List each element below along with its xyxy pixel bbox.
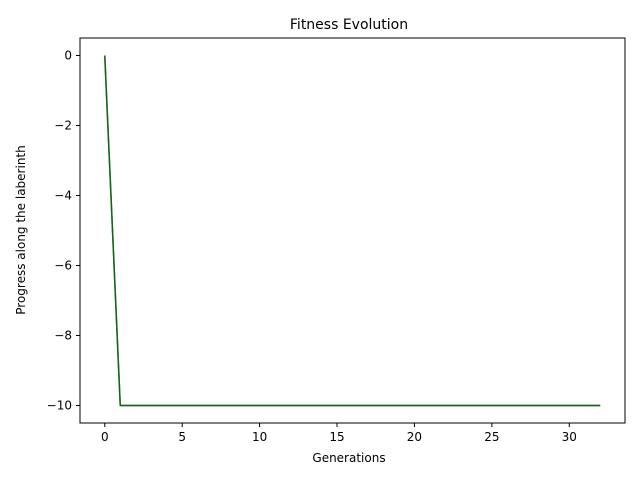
chart-title: Fitness Evolution (290, 17, 408, 33)
y-tick-label: −2 (54, 119, 72, 133)
y-tick-label: 0 (64, 49, 72, 63)
x-tick-label: 10 (252, 430, 267, 444)
y-tick-label: −8 (54, 329, 72, 343)
y-tick-label: −4 (54, 189, 72, 203)
x-tick-label: 25 (484, 430, 499, 444)
series-line-2 (104, 55, 601, 407)
x-tick-label: 5 (178, 430, 186, 444)
x-tick-label: 30 (562, 430, 577, 444)
y-axis-label: Progress along the laberinth (14, 145, 28, 314)
x-tick-label: 20 (407, 430, 422, 444)
plot-area: 0 5 10 15 20 25 30 0 −2 −4 −6 −8 −10 (47, 49, 601, 444)
y-tick-label: −6 (54, 259, 72, 273)
x-axis-label: Generations (312, 451, 385, 465)
plot-frame (79, 37, 626, 424)
x-tick-label: 15 (329, 430, 344, 444)
x-tick-label: 0 (101, 430, 109, 444)
y-tick-label: −10 (47, 399, 72, 413)
